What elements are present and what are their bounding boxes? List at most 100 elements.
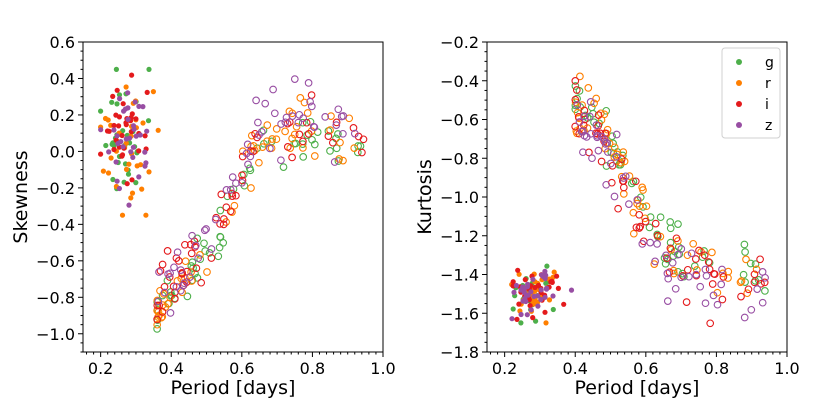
data-point-r [105, 170, 112, 176]
data-point-z [619, 174, 628, 182]
data-point-z [137, 132, 143, 138]
data-point-i [191, 243, 199, 251]
data-point-z [612, 152, 621, 161]
data-point-r [292, 122, 301, 131]
data-point-z [281, 118, 290, 127]
data-point-g [666, 224, 675, 233]
data-point-g [290, 139, 299, 148]
data-point-z [114, 133, 120, 139]
data-point-z [518, 287, 524, 293]
data-point-i [542, 309, 548, 315]
data-point-z [294, 118, 303, 127]
y-tick-label: −1.0 [36, 325, 75, 344]
data-point-i [651, 219, 660, 228]
data-point-r [247, 184, 255, 192]
data-point-g [145, 118, 152, 124]
data-point-i [283, 143, 292, 151]
data-point-i [163, 247, 172, 255]
data-point-i [635, 224, 644, 232]
data-point-z [186, 273, 194, 281]
y-tick-label: −1.0 [440, 188, 479, 207]
data-point-r [129, 190, 136, 196]
data-point-z [173, 248, 182, 257]
data-point-g [189, 264, 197, 272]
data-point-g [103, 142, 109, 149]
legend-frame [721, 47, 781, 139]
data-point-z [513, 282, 520, 289]
legend-label-r: r [765, 76, 771, 92]
data-point-z [687, 249, 696, 258]
data-point-z [594, 146, 603, 155]
data-point-g [146, 66, 152, 72]
data-point-r [187, 268, 195, 276]
data-point-r [150, 89, 156, 95]
data-point-z [202, 225, 210, 233]
data-point-i [619, 183, 628, 192]
data-point-g [114, 101, 120, 107]
data-point-z [266, 144, 274, 153]
data-point-z [310, 123, 319, 132]
data-point-z [191, 241, 200, 250]
data-point-z [696, 282, 705, 291]
data-point-i [324, 132, 333, 140]
data-point-i [302, 118, 311, 127]
data-point-r [689, 239, 698, 248]
data-point-i [636, 222, 645, 231]
data-point-i [207, 254, 216, 262]
x-tick-label: 1.0 [370, 359, 395, 378]
data-point-r [258, 143, 267, 151]
kurtosis-y-axis-label: Kurtosis [414, 159, 436, 235]
data-point-r [617, 158, 625, 167]
data-point-i [216, 220, 224, 228]
data-point-r [350, 144, 359, 152]
data-point-z [585, 112, 594, 121]
data-point-z [509, 316, 515, 322]
data-point-i [158, 260, 167, 269]
data-point-z [702, 271, 711, 280]
data-point-r [203, 268, 211, 276]
data-point-z [232, 179, 240, 188]
data-point-r [123, 140, 129, 146]
data-point-r [516, 271, 522, 277]
data-point-z [188, 231, 196, 240]
data-point-r [281, 127, 289, 136]
data-point-r [617, 172, 626, 181]
data-point-z [332, 121, 341, 129]
data-point-i [683, 265, 692, 274]
data-point-i [110, 93, 116, 99]
skewness-points [98, 66, 368, 333]
data-point-g [639, 203, 647, 211]
data-point-z [211, 215, 220, 224]
y-tick-label: 0.2 [50, 106, 75, 125]
data-point-i [136, 148, 142, 154]
data-point-g [602, 162, 611, 170]
legend-label-z: z [765, 118, 772, 134]
data-point-r [155, 127, 161, 133]
x-tick-label: 0.8 [300, 359, 325, 378]
data-point-g [298, 118, 307, 127]
data-point-z [538, 287, 544, 293]
y-tick-label: −0.6 [440, 111, 479, 130]
data-point-i [174, 257, 183, 265]
data-point-z [334, 105, 343, 114]
data-point-g [299, 153, 308, 161]
y-tick-label: −1.4 [440, 266, 479, 285]
data-point-i [706, 319, 715, 328]
data-point-i [307, 91, 316, 99]
data-point-g [113, 66, 119, 72]
y-tick-label: −0.4 [440, 72, 479, 91]
data-point-i [155, 301, 163, 310]
data-point-i [116, 123, 122, 129]
data-point-i [119, 152, 126, 158]
x-tick-label: 0.6 [229, 359, 254, 378]
data-point-z [575, 118, 584, 126]
data-point-r [642, 202, 651, 211]
data-point-i [571, 95, 580, 104]
data-point-r [119, 212, 126, 218]
data-point-r [187, 277, 196, 285]
data-point-z [542, 268, 548, 274]
data-point-g [332, 144, 341, 153]
data-point-z [226, 185, 235, 194]
data-point-r [708, 248, 716, 257]
data-point-i [158, 308, 167, 316]
